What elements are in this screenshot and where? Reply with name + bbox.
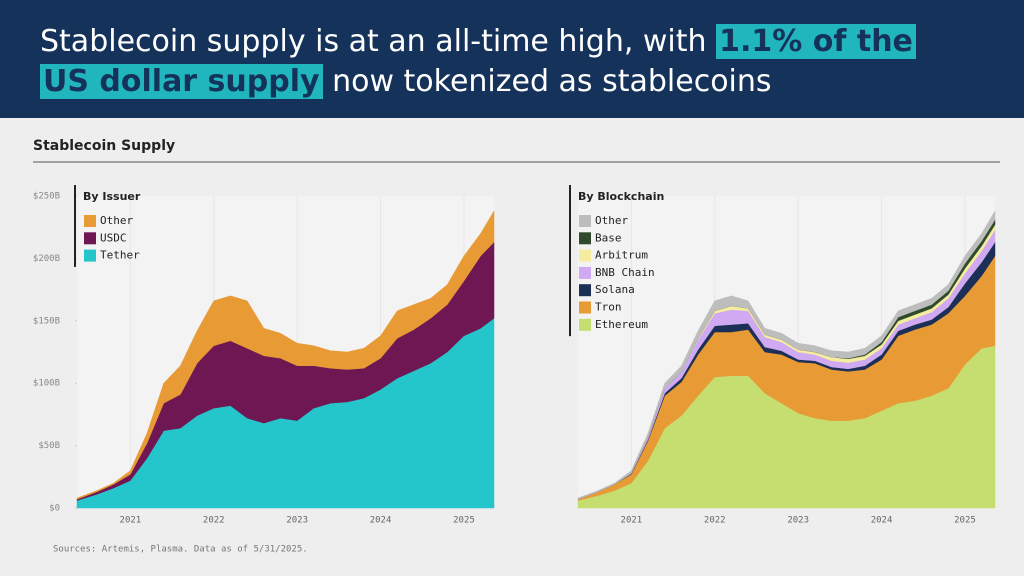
legend-swatch bbox=[579, 232, 591, 245]
title-highlight: US dollar supply bbox=[40, 64, 323, 99]
y-tick-label: $200B bbox=[33, 254, 60, 264]
legend-swatch bbox=[579, 318, 591, 331]
y-tick-label: $100B bbox=[33, 379, 60, 389]
title-text: now tokenized as stablecoins bbox=[322, 64, 772, 99]
legend-swatch bbox=[579, 249, 591, 262]
x-tick-label: 2021 bbox=[621, 516, 643, 526]
header-title: Stablecoin supply is at an all-time high… bbox=[40, 22, 916, 102]
legend-label: Solana bbox=[595, 283, 635, 296]
title-highlight: 1.1% of the bbox=[716, 24, 916, 59]
legend-title: By Blockchain bbox=[578, 190, 664, 203]
legend-swatch bbox=[579, 215, 591, 227]
legend-label: Base bbox=[595, 231, 622, 244]
y-tick-label: $0 bbox=[49, 504, 60, 514]
header: Stablecoin supply is at an all-time high… bbox=[0, 0, 1024, 118]
legend-label: Arbitrum bbox=[595, 249, 648, 262]
legend-label: Tron bbox=[595, 301, 622, 314]
legend-label: Ethereum bbox=[595, 318, 648, 331]
title-text: Stablecoin supply is at an all-time high… bbox=[40, 24, 717, 59]
legend-swatch bbox=[579, 301, 591, 314]
x-tick-label: 2025 bbox=[453, 516, 475, 526]
area-series bbox=[76, 210, 495, 500]
legend-swatch bbox=[579, 266, 591, 279]
legend-title: By Issuer bbox=[83, 190, 141, 203]
legend-label: Tether bbox=[100, 249, 140, 262]
legend-label: USDC bbox=[100, 231, 127, 244]
x-tick-label: 2023 bbox=[787, 516, 809, 526]
legend-label: BNB Chain bbox=[595, 266, 655, 279]
section-title: Stablecoin Supply bbox=[33, 138, 175, 154]
x-tick-label: 2024 bbox=[370, 516, 392, 526]
source-note: Sources: Artemis, Plasma. Data as of 5/3… bbox=[53, 545, 308, 555]
y-tick-label: $150B bbox=[33, 316, 60, 326]
area-series bbox=[577, 210, 996, 500]
legend-swatch bbox=[84, 232, 96, 245]
x-tick-label: 2025 bbox=[954, 516, 976, 526]
legend-swatch bbox=[579, 284, 591, 297]
x-tick-label: 2023 bbox=[286, 516, 308, 526]
y-tick-label: $250B bbox=[33, 192, 60, 202]
y-tick-label: $50B bbox=[38, 441, 60, 451]
x-tick-label: 2022 bbox=[704, 516, 726, 526]
legend-label: Other bbox=[595, 214, 628, 227]
x-tick-label: 2021 bbox=[120, 516, 142, 526]
legend-swatch bbox=[84, 249, 96, 262]
x-tick-label: 2022 bbox=[203, 516, 225, 526]
legend-label: Other bbox=[100, 214, 133, 227]
legend-swatch bbox=[84, 215, 96, 227]
x-tick-label: 2024 bbox=[871, 516, 893, 526]
